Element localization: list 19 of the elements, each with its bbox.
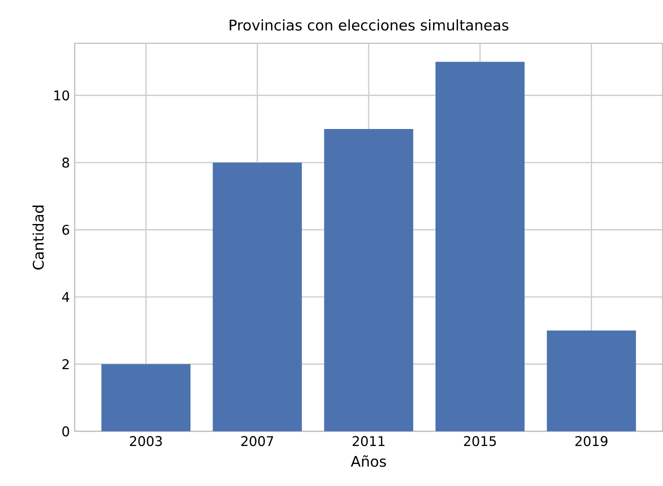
bar — [324, 128, 414, 432]
y-tick-label: 0 — [62, 426, 70, 436]
bar — [212, 162, 302, 432]
x-tick-label: 2003 — [130, 436, 162, 446]
x-tick-label: 2007 — [241, 436, 274, 446]
x-tick-label: 2011 — [352, 436, 384, 446]
y-axis-title: Cantidad — [32, 206, 44, 270]
bar — [101, 364, 190, 432]
bar — [546, 330, 636, 432]
y-tick-label: 6 — [62, 224, 70, 235]
y-tick-label: 8 — [62, 158, 70, 168]
y-tick-label: 4 — [62, 292, 70, 302]
x-tick-label: 2015 — [464, 436, 496, 446]
chart-title: Provincias con elecciones simultaneas — [230, 19, 508, 31]
x-axis-title: Años — [350, 455, 386, 467]
bar — [435, 62, 525, 432]
y-tick-label: 2 — [62, 359, 69, 370]
y-tick-label: 10 — [54, 90, 70, 100]
x-tick-label: 2019 — [575, 436, 608, 446]
